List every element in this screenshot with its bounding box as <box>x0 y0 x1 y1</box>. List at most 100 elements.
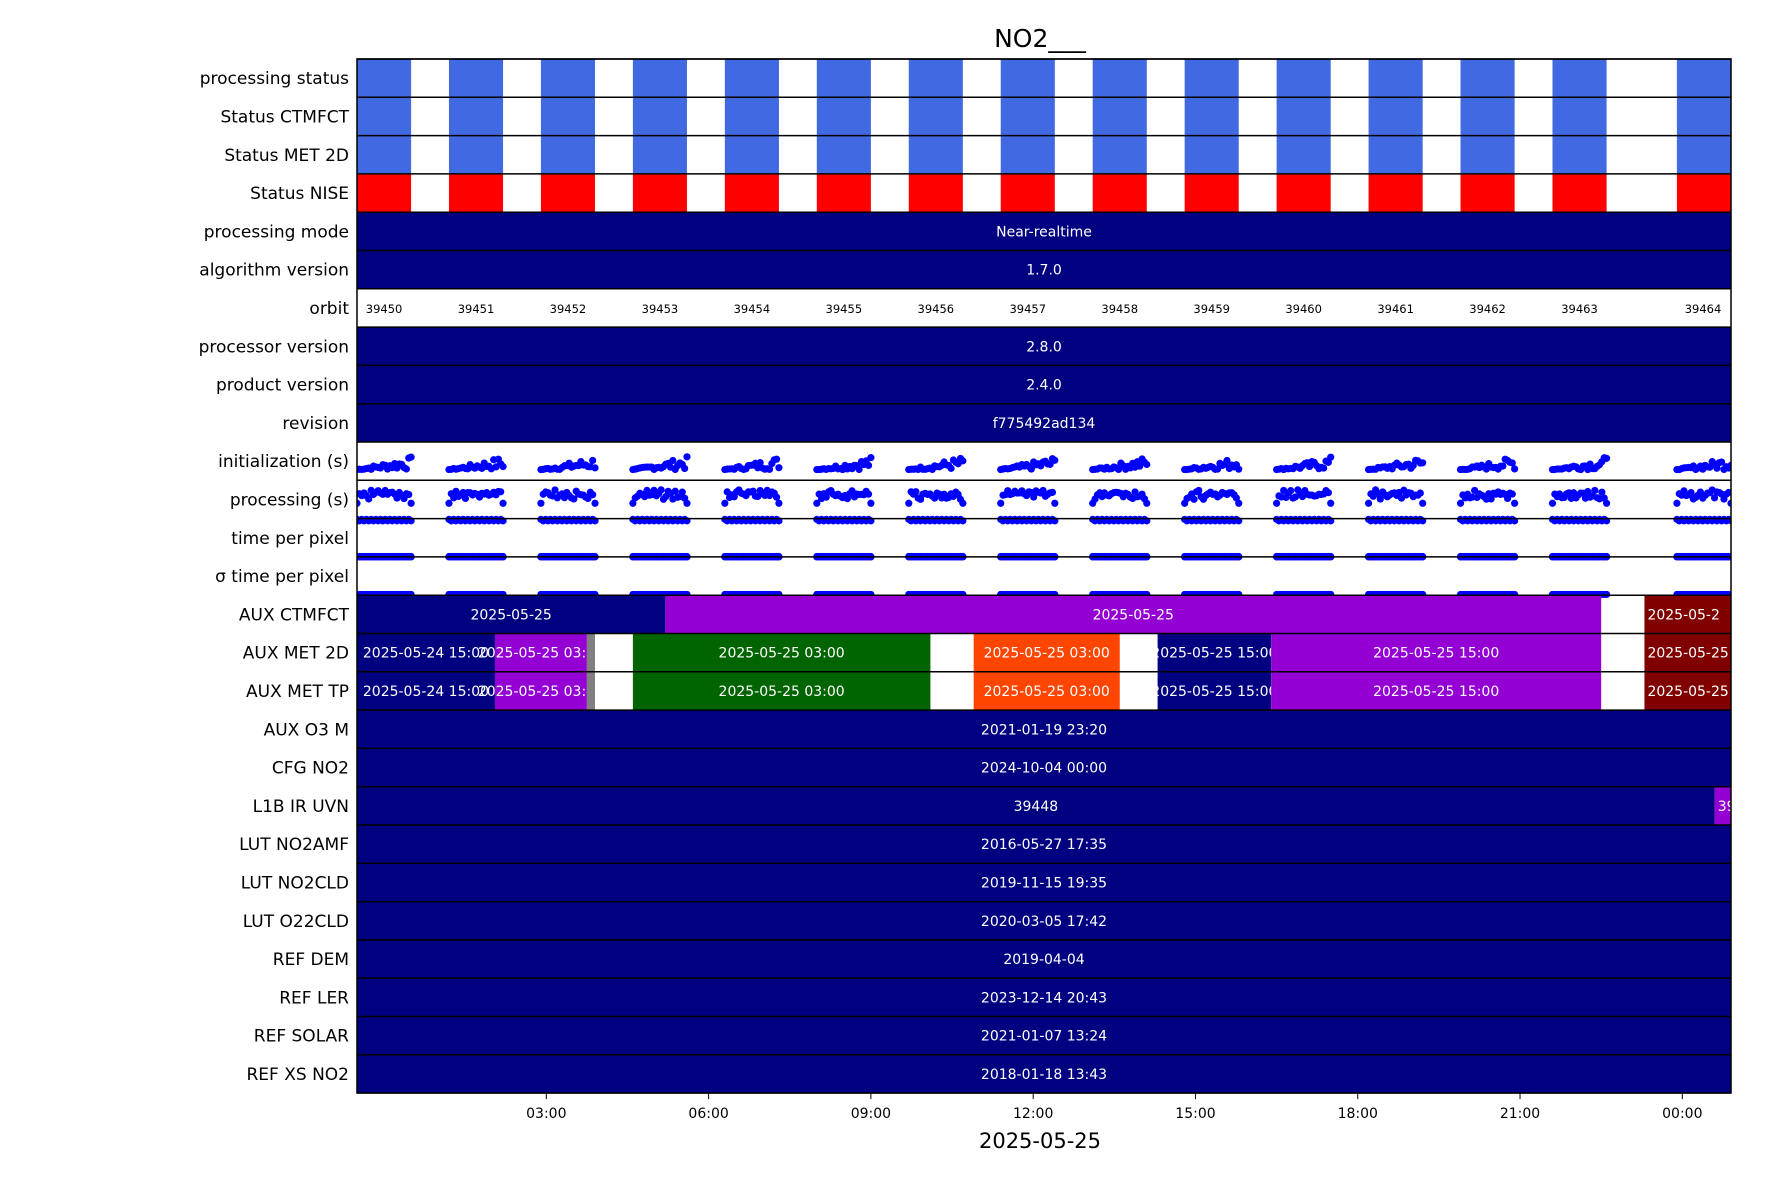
row-15-bar-label-5: 2025-05-25 15:00 <box>1151 646 1277 662</box>
row-11-points <box>357 486 1731 507</box>
row-10-point <box>499 462 507 471</box>
row-2-block-9 <box>1184 135 1239 174</box>
row-label-16: AUX MET TP <box>246 682 349 702</box>
row-label-4: processing mode <box>204 222 349 242</box>
row-1-block-10 <box>1276 97 1331 136</box>
row-11-point <box>1190 495 1198 503</box>
row-0-block-12 <box>1460 59 1515 98</box>
row-0-block-3 <box>632 59 687 98</box>
row-label-10: initialization (s) <box>218 452 349 472</box>
row-20-bar-0 <box>357 825 1731 864</box>
row-10-point <box>867 454 875 462</box>
row-label-17: AUX O3 M <box>264 720 349 740</box>
row-0-block-14 <box>1676 59 1731 98</box>
row-11-point <box>551 486 559 494</box>
row-15-bar-label-7: 2025-05-25 15:00 <box>1647 646 1771 662</box>
row-2-block-0 <box>357 135 412 174</box>
row-1-block-3 <box>632 97 687 136</box>
orbit-number-8: 39458 <box>1101 302 1138 316</box>
row-15-bar-6 <box>1271 633 1602 672</box>
x-tick-label-3: 12:00 <box>1013 1106 1053 1122</box>
row-16-bar-label-0: 2025-05-24 15:00 <box>363 684 489 700</box>
row-7-bar-label-0: 2.8.0 <box>1026 339 1062 355</box>
x-tick-label-7: 00:00 <box>1662 1106 1702 1122</box>
orbit-number-13: 39463 <box>1561 302 1598 316</box>
row-11-point <box>1324 489 1332 497</box>
x-tick-label-0: 03:00 <box>526 1106 566 1122</box>
row-22-bar-0 <box>357 901 1731 940</box>
row-11-point <box>407 499 415 507</box>
row-label-6: orbit <box>309 299 349 319</box>
orbit-number-10: 39460 <box>1285 302 1322 316</box>
row-1-block-9 <box>1184 97 1239 136</box>
row-11-point <box>1727 499 1731 507</box>
row-11-point <box>1456 499 1465 507</box>
row-15-bar-1 <box>494 633 587 672</box>
row-0-block-1 <box>448 59 504 98</box>
x-tick-label-5: 18:00 <box>1338 1106 1378 1122</box>
row-1-block-6 <box>908 97 963 136</box>
row-16-bar-1 <box>494 671 587 711</box>
row-11-point <box>813 499 821 507</box>
row-3-block-12 <box>1460 173 1515 213</box>
row-0-block-8 <box>1092 59 1147 98</box>
row-3-block-5 <box>816 173 871 213</box>
row-16-bar-label-7: 2025-05-25 15:00 <box>1647 684 1771 700</box>
row-14-bar-label-2: 2025-05-2 <box>1647 607 1719 623</box>
row-10-points <box>357 453 1731 474</box>
row-3-block-14 <box>1676 173 1731 213</box>
orbit-number-0: 39450 <box>366 302 403 316</box>
row-11-point <box>1548 499 1557 507</box>
row-16-bar-7 <box>1644 671 1731 711</box>
row-11-point <box>1030 493 1038 501</box>
row-11-point <box>365 495 373 503</box>
row-11-point <box>497 488 505 496</box>
row-11-point <box>1376 495 1384 503</box>
row-10-point <box>589 456 597 465</box>
row-15-bar-label-6: 2025-05-25 15:00 <box>1373 646 1499 662</box>
row-3-block-4 <box>724 173 779 213</box>
row-4-bar-0 <box>357 212 1731 251</box>
row-10-point <box>1223 456 1231 465</box>
row-2-block-2 <box>540 135 596 174</box>
row-2-block-8 <box>1092 135 1147 174</box>
row-0-block-0 <box>357 59 412 98</box>
row-11-point <box>357 499 361 507</box>
row-11-point <box>1584 487 1592 496</box>
orbit-number-5: 39455 <box>826 302 863 316</box>
row-0-block-11 <box>1368 59 1423 98</box>
row-2-block-5 <box>816 135 871 174</box>
row-1-block-11 <box>1368 97 1423 136</box>
row-label-23: REF DEM <box>273 950 349 970</box>
row-10-point <box>1727 461 1731 469</box>
row-11-point <box>959 499 967 507</box>
row-0-block-13 <box>1552 59 1607 98</box>
row-10-point <box>1499 462 1507 470</box>
row-9-bar-label-0: f775492ad134 <box>993 416 1096 432</box>
orbit-number-3: 39453 <box>642 302 679 316</box>
row-label-22: LUT O22CLD <box>243 912 349 932</box>
row-14-bar-label-0: 2025-05-25 <box>470 607 551 623</box>
x-tick-label-2: 09:00 <box>851 1106 891 1122</box>
row-2-block-7 <box>1000 135 1055 174</box>
row-2-block-10 <box>1276 135 1331 174</box>
row-16-bar-label-1: 2025-05-25 03:00 <box>478 684 604 700</box>
row-11-point <box>671 487 679 495</box>
row-label-5: algorithm version <box>199 261 349 281</box>
row-11-point <box>1673 499 1681 507</box>
row-11-point <box>1273 499 1281 507</box>
row-11-point <box>1364 499 1373 507</box>
row-label-25: REF SOLAR <box>254 1027 349 1047</box>
row-label-12: time per pixel <box>231 529 349 549</box>
row-10-point <box>855 465 863 474</box>
row-10-point <box>765 465 774 473</box>
orbit-number-1: 39451 <box>458 302 495 316</box>
row-10-point <box>669 456 677 465</box>
row-11-point <box>1235 499 1243 507</box>
row-11-point <box>1287 487 1295 495</box>
row-10-point <box>1419 459 1427 467</box>
row-15-bar-4 <box>973 633 1120 672</box>
row-10-point <box>1508 459 1516 467</box>
row-0-block-10 <box>1276 59 1331 98</box>
row-label-11: processing (s) <box>230 490 349 510</box>
